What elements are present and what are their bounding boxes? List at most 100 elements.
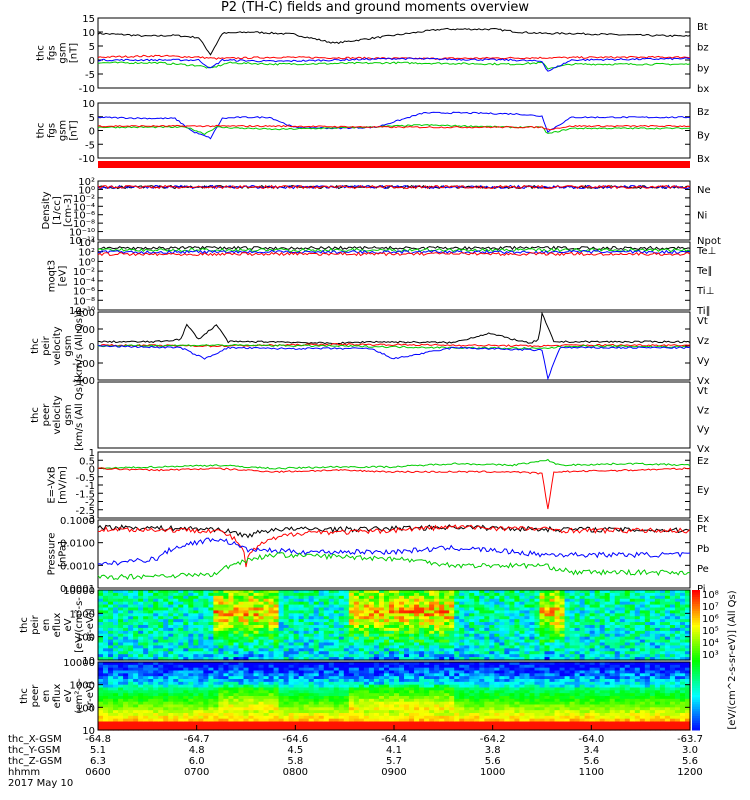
spectrogram-cell — [594, 654, 601, 658]
spectrogram-cell — [569, 610, 576, 614]
spectrogram-cell — [494, 604, 500, 609]
spectrogram-cell — [333, 619, 340, 623]
spectrogram-cell — [243, 681, 250, 686]
spectrogram-cell — [148, 679, 154, 683]
spectrogram-cell — [243, 690, 250, 694]
spectrogram-cell — [504, 645, 510, 649]
spectrogram-cell — [138, 601, 144, 606]
y-axis-label: gsm — [63, 404, 74, 425]
spectrogram-cell — [128, 690, 134, 694]
spectrogram-cell — [223, 713, 230, 717]
spectrogram-cell — [283, 601, 290, 606]
spectrogram-cell — [559, 607, 566, 612]
spectrogram-cell — [113, 664, 119, 669]
spectrogram-cell — [519, 613, 526, 617]
spectrogram-cell — [554, 598, 561, 603]
spectrogram-cell — [424, 604, 430, 609]
spectrogram-cell — [278, 727, 285, 731]
spectrogram-cell — [143, 707, 149, 711]
spectrogram-cell — [429, 619, 435, 623]
spectrogram-cell — [509, 648, 516, 652]
spectrogram-cell — [238, 595, 245, 600]
spectrogram-cell — [388, 681, 395, 686]
spectrogram-cell — [273, 595, 280, 600]
spectrogram-cell — [138, 662, 144, 666]
spectrogram-cell — [579, 592, 586, 597]
spectrogram-cell — [203, 707, 209, 711]
spectrogram-cell — [679, 639, 686, 644]
spectrogram-cell — [98, 595, 104, 600]
spectrogram-cell — [388, 616, 395, 620]
spectrogram-cell — [409, 592, 415, 597]
spectrogram-cell — [569, 625, 576, 629]
spectrogram-cell — [158, 727, 164, 731]
spectrogram-cell — [464, 670, 470, 674]
spectrogram-cell — [629, 592, 636, 597]
spectrogram-cell — [414, 664, 420, 669]
spectrogram-cell — [178, 701, 184, 706]
spectrogram-cell — [659, 651, 666, 655]
spectrogram-cell — [554, 642, 561, 647]
spectrogram-cell — [353, 718, 360, 723]
spectrogram-cell — [414, 690, 420, 694]
spectrogram-cell — [419, 601, 425, 606]
spectrogram-cell — [674, 651, 681, 655]
spectrogram-cell — [439, 707, 445, 711]
spectrogram-cell — [153, 636, 159, 641]
spectrogram-cell — [378, 727, 385, 731]
spectrogram-cell — [238, 704, 245, 708]
spectrogram-cell — [584, 601, 591, 606]
y-axis-label: fgs — [47, 123, 58, 138]
spectrogram-cell — [373, 627, 380, 632]
spectrogram-cell — [113, 627, 119, 632]
spectrogram-cell — [128, 633, 134, 638]
spectrogram-cell — [193, 710, 199, 714]
spectrogram-cell — [203, 648, 209, 652]
spectrogram-cell — [424, 598, 430, 603]
spectrogram-cell — [564, 645, 571, 649]
spectrogram-cell — [539, 633, 546, 638]
spectrogram-cell — [263, 642, 270, 647]
spectrogram-cell — [128, 598, 134, 603]
spectrogram-cell — [414, 715, 420, 720]
spectrogram-cell — [113, 693, 119, 697]
spectrogram-cell — [303, 676, 310, 680]
spectrogram-cell — [579, 639, 586, 644]
spectrogram-cell — [674, 645, 681, 649]
spectrogram-cell — [509, 645, 516, 649]
spectrogram-cell — [644, 590, 651, 594]
spectrogram-cell — [383, 595, 390, 600]
spectrogram-cell — [333, 642, 340, 647]
spectrogram-cell — [143, 710, 149, 714]
spectrogram-cell — [118, 698, 124, 703]
spectrogram-cell — [368, 687, 375, 691]
spectrogram-cell — [383, 693, 390, 697]
spectrogram-cell — [203, 684, 209, 689]
spectrogram-cell — [113, 684, 119, 689]
spectrogram-cell — [148, 627, 154, 632]
spectrogram-cell — [373, 696, 380, 700]
spectrogram-cell — [208, 693, 214, 697]
spectrogram-cell — [484, 690, 490, 694]
spectrogram-cell — [98, 622, 104, 626]
spectrogram-cell — [459, 664, 465, 669]
spectrogram-cell — [474, 651, 480, 655]
spectrogram-cell — [429, 592, 435, 597]
spectrogram-cell — [624, 601, 631, 606]
spectrogram-cell — [624, 610, 631, 614]
spectrogram-cell — [278, 648, 285, 652]
spectrogram-cell — [554, 639, 561, 644]
spectrogram-cell — [414, 721, 420, 725]
spectrogram-cell — [153, 604, 159, 609]
spectrogram-cell — [293, 713, 300, 717]
spectrogram-cell — [494, 613, 500, 617]
spectrogram-cell — [373, 625, 380, 629]
spectrogram-cell — [399, 604, 405, 609]
spectrogram-cell — [644, 639, 651, 644]
spectrogram-cell — [138, 664, 144, 669]
spectrogram-cell — [409, 622, 415, 626]
spectrogram-cell — [619, 616, 626, 620]
spectrogram-cell — [629, 651, 636, 655]
spectrogram-cell — [148, 654, 154, 658]
spectrogram-cell — [624, 619, 631, 623]
